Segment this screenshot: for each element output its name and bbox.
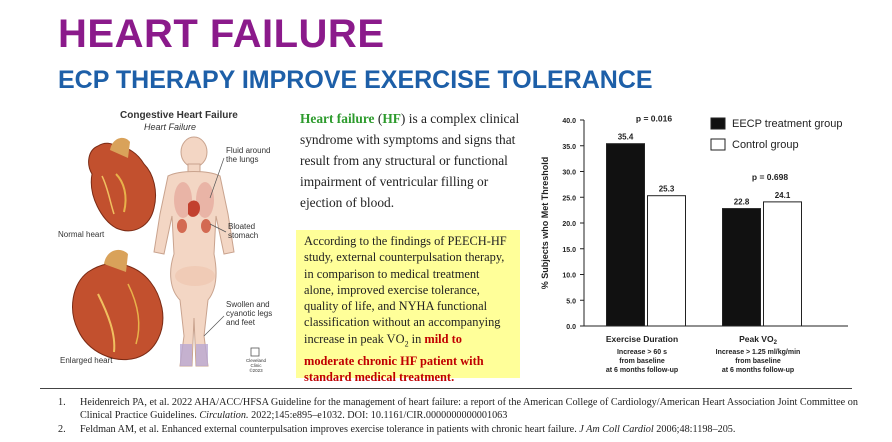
normal-heart-label: Normal heart xyxy=(58,230,105,239)
category-label: Peak VO2 xyxy=(739,334,778,346)
clinic-credit: Cleveland Clinic ©2023 xyxy=(246,358,267,373)
y-tick-label: 35.0 xyxy=(562,144,576,151)
heart-body-drawing xyxy=(72,136,260,367)
category-sublabel: Increase > 1.25 ml/kg/min xyxy=(716,349,801,356)
y-axis-label: % Subjects who Met Threshold xyxy=(540,157,550,290)
enlarged-heart-image xyxy=(72,249,164,360)
bloated-stomach-label: Bloated stomach xyxy=(228,222,259,240)
page-title: HEART FAILURE xyxy=(58,12,385,56)
y-tick-label: 40.0 xyxy=(562,118,576,125)
bar-control-1 xyxy=(763,201,802,327)
bar-value-label: 24.1 xyxy=(775,191,791,200)
y-tick-label: 10.0 xyxy=(562,273,576,280)
y-tick-label: 0.0 xyxy=(566,324,576,331)
reference-2: 2. Feldman AM, et al. Enhanced external c… xyxy=(58,424,736,435)
y-tick-label: 25.0 xyxy=(562,195,576,202)
p-value-label: p = 0.016 xyxy=(636,114,672,124)
references-list: 1. Heidenreich PA, et al. 2022 AHA/ACC/HF… xyxy=(58,396,858,437)
category-sublabel: from baseline xyxy=(619,358,665,365)
category-sublabel: from baseline xyxy=(735,358,781,365)
peech-hf-findings-box: According to the findings of PEECH-HF st… xyxy=(296,230,520,384)
y-tick-label: 30.0 xyxy=(562,170,576,177)
references-divider xyxy=(40,388,852,389)
bar-chart-svg: % Subjects who Met Threshold 0.0 5.0 10.0 15… xyxy=(540,114,848,374)
category-sublabel: at 6 months follow-up xyxy=(606,367,678,374)
legend-label: EECP treatment group xyxy=(732,118,842,130)
category-sublabel: at 6 months follow-up xyxy=(722,367,794,374)
bar-eecp-1 xyxy=(722,208,761,327)
y-tick-label: 15.0 xyxy=(562,247,576,254)
legend-swatch xyxy=(710,138,726,151)
fluid-lungs-label: Fluid around the lungs xyxy=(226,146,271,164)
bar-value-label: 35.4 xyxy=(618,133,634,142)
heart-failure-definition: Heart failure (HF) is a complex clinical… xyxy=(300,111,520,210)
bar-control-0 xyxy=(647,195,686,327)
y-tick-label: 20.0 xyxy=(562,221,576,228)
normal-heart-image xyxy=(88,137,157,232)
page-subtitle: ECP THERAPY IMPROVE EXERCISE TOLERANCE xyxy=(58,66,653,94)
legend-label: Control group xyxy=(732,139,799,151)
cleveland-clinic-logo xyxy=(250,347,260,357)
illustration-title: Congestive Heart Failure xyxy=(120,110,238,121)
swollen-legs-label: Swollen and cyanotic legs and feet xyxy=(226,300,273,327)
category-label: Exercise Duration xyxy=(606,334,678,344)
body-figure xyxy=(153,136,235,367)
bar-value-label: 22.8 xyxy=(734,198,750,207)
congestive-heart-failure-illustration: Congestive Heart Failure Heart Failure xyxy=(58,104,282,384)
category-sublabel: Increase > 60 s xyxy=(617,349,667,356)
reference-1: 1. Heidenreich PA, et al. 2022 AHA/ACC/HF… xyxy=(58,397,858,421)
enlarged-heart-label: Enlarged heart xyxy=(60,356,113,365)
y-tick-label: 5.0 xyxy=(566,298,576,305)
illustration-subtitle: Heart Failure xyxy=(144,122,197,132)
threshold-bar-chart: % Subjects who Met Threshold 0.0 5.0 10.0 15… xyxy=(536,106,888,376)
p-value-label: p = 0.698 xyxy=(752,172,788,182)
bar-value-label: 25.3 xyxy=(659,185,675,194)
bar-eecp-0 xyxy=(606,143,645,327)
legend-swatch xyxy=(710,117,726,130)
